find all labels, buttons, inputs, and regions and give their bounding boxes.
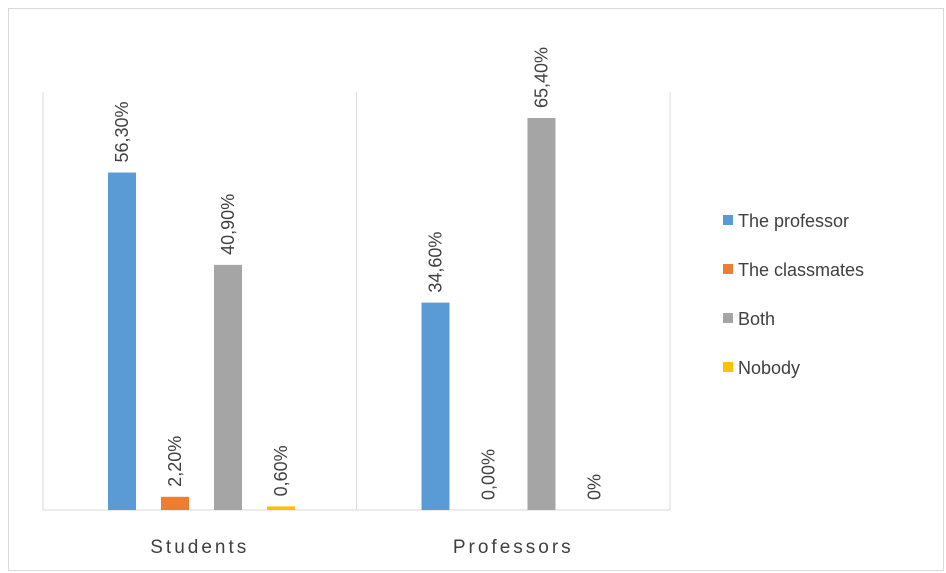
category-label-students: Students [150, 537, 249, 558]
data-label: 34,60% [426, 232, 446, 293]
bar-the-professor-students [108, 172, 136, 510]
data-label: 0% [585, 474, 605, 500]
legend-label-the-classmates: The classmates [738, 260, 864, 280]
data-label: 0,00% [479, 449, 499, 500]
legend-label-nobody: Nobody [738, 358, 800, 378]
bar-nobody-students [267, 506, 295, 510]
legend-swatch-the-professor [723, 215, 733, 225]
bar-the-classmates-students [161, 496, 189, 510]
bar-both-professors [527, 118, 556, 510]
legend-label-both: Both [738, 309, 775, 329]
bar-the-professor-professors [421, 302, 450, 510]
chart-frame [8, 8, 944, 571]
category-label-professors: Professors [453, 537, 574, 558]
data-label: 65,40% [532, 47, 552, 108]
data-label: 0,60% [271, 445, 291, 496]
data-label: 40,90% [218, 194, 238, 255]
bar-both-students [214, 264, 242, 510]
data-label: 2,20% [165, 436, 185, 487]
legend-swatch-both [723, 313, 733, 323]
legend-swatch-the-classmates [723, 264, 733, 274]
legend-label-the-professor: The professor [738, 211, 849, 231]
legend-swatch-nobody [723, 362, 733, 372]
data-label: 56,30% [112, 101, 132, 162]
